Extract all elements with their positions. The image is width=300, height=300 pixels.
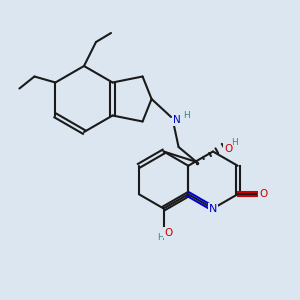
Text: O: O bbox=[259, 189, 267, 199]
Text: H: H bbox=[157, 232, 164, 242]
Text: O: O bbox=[224, 143, 232, 154]
Text: O: O bbox=[164, 227, 172, 238]
Text: N: N bbox=[209, 203, 217, 214]
Text: N: N bbox=[173, 115, 181, 125]
Text: H: H bbox=[184, 111, 190, 120]
Text: H: H bbox=[231, 138, 238, 147]
